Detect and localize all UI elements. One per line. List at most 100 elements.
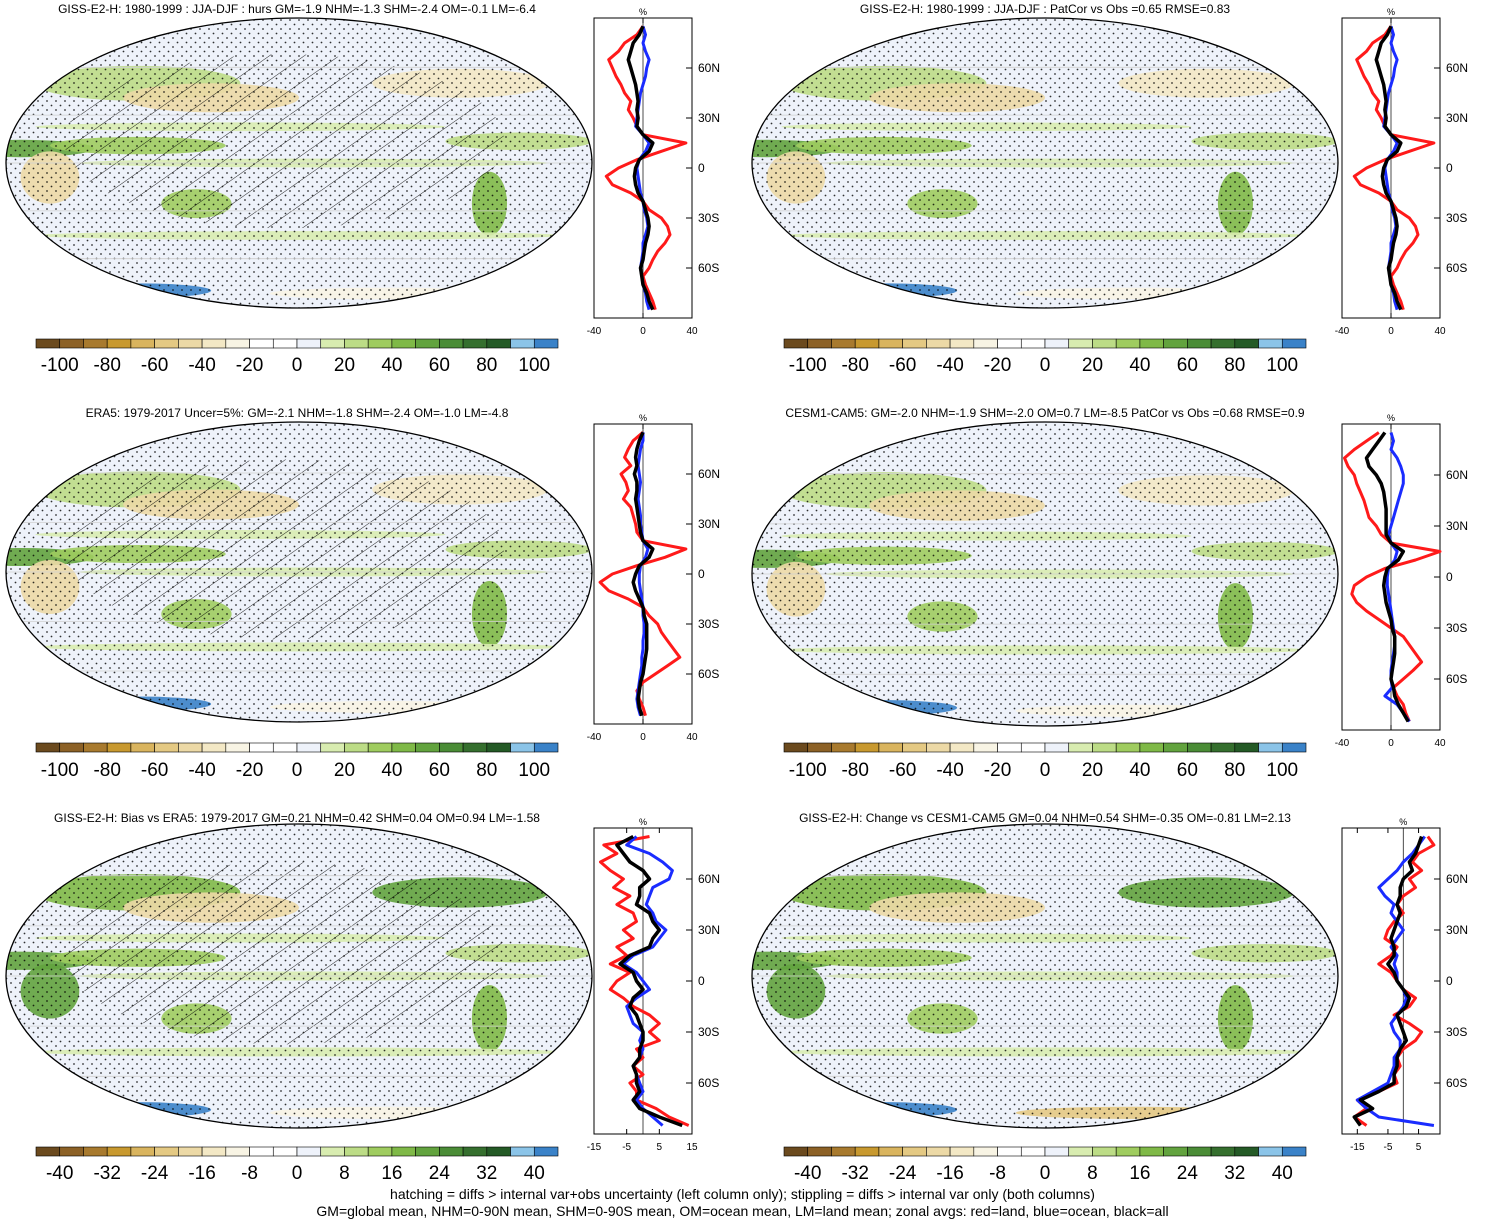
colorbar-tick-label: 32	[476, 1163, 497, 1184]
colorbar-box	[1210, 742, 1236, 753]
ytick-label: 30S	[1446, 621, 1467, 635]
colorbar-box	[225, 338, 250, 349]
colorbar-tick-label: 80	[476, 760, 497, 781]
colorbar: -100 -80 -60 -40 -20 0 20 40 60 80 100	[35, 338, 559, 376]
colorbar-box	[1187, 742, 1212, 753]
colorbar-tick-label: -60	[889, 355, 916, 376]
colorbar-box	[106, 742, 132, 753]
colorbar-tick-label: 100	[518, 355, 550, 376]
colorbar-tick-label: -20	[236, 355, 263, 376]
colorbar-box	[902, 742, 927, 753]
xtick-label: -40	[587, 326, 602, 337]
xtick-label: 5	[1416, 1142, 1422, 1153]
colorbar-box	[178, 742, 203, 753]
colorbar-box	[1210, 338, 1236, 349]
colorbar-box	[949, 1146, 975, 1157]
xtick-label: 0	[640, 732, 646, 743]
colorbar-box	[510, 1146, 535, 1157]
colorbar-box	[59, 742, 84, 753]
colorbar-tick-label: -80	[93, 355, 120, 376]
colorbar-tick-label: -8	[241, 1163, 258, 1184]
colorbar-box	[997, 1146, 1022, 1157]
colorbar-box	[1258, 742, 1283, 753]
colorbar-box	[320, 742, 345, 753]
zonal-profile-frame	[1341, 827, 1441, 1135]
colorbar-tick-label: -40	[794, 1163, 821, 1184]
colorbar-box	[1115, 1146, 1141, 1157]
colorbar-box	[1068, 338, 1093, 349]
ytick-label: 60N	[1446, 468, 1468, 482]
colorbar-box	[973, 338, 998, 349]
colorbar: -100 -80 -60 -40 -20 0 20 40 60 80 100	[35, 742, 559, 781]
xtick-label: 40	[686, 732, 698, 743]
ytick-label: 30S	[698, 211, 719, 225]
colorbar-box	[154, 1146, 179, 1157]
panel-3: ERA5: 1979-2017 Uncer=5%: GM=-2.1 NHM=-1…	[5, 406, 720, 781]
colorbar-box	[902, 338, 927, 349]
ytick-label: 60N	[698, 872, 720, 886]
ytick-label: 60N	[1446, 61, 1468, 75]
ytick-label: 60S	[1446, 1076, 1467, 1090]
colorbar-box	[59, 338, 84, 349]
colorbar-box	[1258, 338, 1283, 349]
colorbar-box	[831, 338, 856, 349]
map-border	[751, 17, 1339, 309]
ytick-label: 30S	[1446, 1025, 1467, 1039]
colorbar-box	[783, 742, 809, 753]
colorbar-box	[201, 742, 227, 753]
colorbar-box	[1020, 338, 1046, 349]
colorbar-box	[154, 742, 179, 753]
colorbar-tick-label: 40	[1272, 1163, 1293, 1184]
ytick-label: 0	[1446, 570, 1453, 584]
colorbar-box	[1163, 742, 1188, 753]
panel-5: GISS-E2-H: Bias vs ERA5: 1979-2017 GM=0.…	[5, 811, 720, 1184]
colorbar-box	[201, 1146, 227, 1157]
xtick-label: -15	[1350, 1142, 1365, 1153]
xtick-label: 0	[1388, 738, 1394, 749]
colorbar-box	[854, 742, 880, 753]
ytick-label: 0	[698, 567, 705, 581]
profile-ocean-line	[635, 432, 650, 717]
xtick-label: -5	[622, 1142, 631, 1153]
colorbar-tick-label: 20	[1082, 355, 1103, 376]
colorbar-box	[878, 1146, 903, 1157]
colorbar-box	[1210, 1146, 1236, 1157]
colorbar-box	[1068, 1146, 1093, 1157]
colorbar-box	[973, 1146, 998, 1157]
colorbar-box	[926, 1146, 951, 1157]
profile-unit: %	[639, 817, 647, 827]
colorbar-box	[1281, 338, 1307, 349]
ytick-label: 30N	[698, 517, 720, 531]
colorbar-box	[130, 338, 155, 349]
colorbar-tick-label: 20	[334, 760, 355, 781]
profile-land-line	[1352, 25, 1436, 311]
colorbar-box	[533, 338, 559, 349]
xtick-label: -5	[1383, 1142, 1392, 1153]
colorbar-box	[344, 1146, 369, 1157]
colorbar-tick-label: 16	[381, 1163, 402, 1184]
colorbar-box	[1163, 1146, 1188, 1157]
colorbar-box	[997, 742, 1022, 753]
colorbar-box	[878, 338, 903, 349]
profile-all-line	[1352, 835, 1424, 1127]
colorbar-box	[1281, 742, 1307, 753]
colorbar-tick-label: 0	[1040, 355, 1051, 376]
colorbar-box	[1139, 338, 1164, 349]
ytick-label: 60S	[698, 667, 719, 681]
xtick-label: -15	[587, 1142, 602, 1153]
colorbar-tick-label: 100	[1266, 355, 1298, 376]
colorbar-box	[415, 338, 440, 349]
colorbar-box	[272, 1146, 298, 1157]
colorbar-box	[854, 1146, 880, 1157]
colorbar: -40 -32 -24 -16 -8 0 8 16 24 32 40	[783, 1146, 1307, 1184]
zonal-profile: % 60N 30N 0 30S 60S -15 -5 5 15	[587, 817, 720, 1153]
colorbar-box	[462, 742, 488, 753]
colorbar-tick-label: 40	[381, 355, 402, 376]
xtick-label: -40	[1335, 326, 1350, 337]
colorbar-box	[1044, 742, 1070, 753]
colorbar-tick-label: 0	[292, 355, 303, 376]
ytick-label: 30S	[698, 1025, 719, 1039]
colorbar-tick-label: -80	[841, 760, 868, 781]
colorbar-tick-label: -20	[236, 760, 263, 781]
zonal-profile: % 60N 30N 0 30S 60S -40 0 40	[587, 413, 720, 743]
